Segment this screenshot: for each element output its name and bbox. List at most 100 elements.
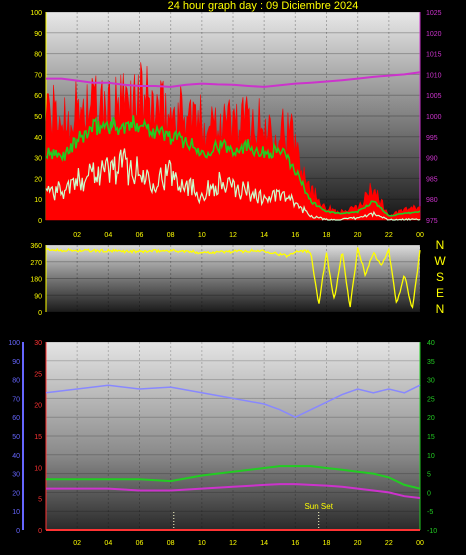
direction-tick: 270 [30, 260, 42, 267]
time-tick: 10 [198, 232, 206, 239]
temperature-tick: -10 [427, 528, 437, 535]
time-tick: 16 [291, 540, 299, 547]
wind-speed-tick: 10 [34, 197, 42, 204]
humidity-tick: 60 [12, 415, 20, 422]
time-axis: 02 04 06 08 10 12 14 16 18 20 22 00 [73, 540, 424, 547]
solar-tick: 10 [34, 465, 42, 472]
temperature-tick: 20 [427, 415, 435, 422]
direction-series [45, 247, 421, 310]
temperature-tick: 25 [427, 396, 435, 403]
temperature-axis: -10 -5 0 5 10 15 20 25 30 35 40 [419, 340, 437, 535]
time-tick: 10 [198, 540, 206, 547]
time-tick: 12 [229, 232, 237, 239]
climate-grid [46, 341, 421, 531]
time-tick: 02 [73, 540, 81, 547]
wind-speed-tick: 30 [34, 156, 42, 163]
pressure-tick: 995 [426, 135, 438, 142]
temperature-tick: 5 [427, 472, 431, 479]
temperature-tick: 0 [427, 490, 431, 497]
pressure-tick: 990 [426, 156, 438, 163]
time-tick: 16 [291, 232, 299, 239]
time-tick: 02 [73, 232, 81, 239]
compass-letter: N [436, 238, 445, 252]
time-tick: 06 [136, 232, 144, 239]
time-tick: 22 [385, 232, 393, 239]
humidity-tick: 70 [12, 396, 20, 403]
humidity-tick: 80 [12, 378, 20, 385]
solar-tick: 25 [34, 371, 42, 378]
pressure-tick: 1015 [426, 52, 442, 59]
direction-series [45, 247, 421, 310]
time-tick: 20 [354, 540, 362, 547]
time-tick: 18 [323, 540, 331, 547]
humidity-tick: 90 [12, 359, 20, 366]
time-tick: 00 [416, 232, 424, 239]
solar-tick: 15 [34, 434, 42, 441]
wind-speed-tick: 100 [30, 10, 42, 17]
wind-speed-tick: 60 [34, 93, 42, 100]
direction-axis: 0 90 180 270 360 [30, 243, 47, 317]
wind-speed-tick: 40 [34, 135, 42, 142]
solar-tick: 30 [34, 340, 42, 347]
pressure-tick: 1020 [426, 31, 442, 38]
pressure-tick: 1010 [426, 72, 442, 79]
humidity-axis: 0 10 20 30 40 50 60 70 80 90 100 [8, 340, 24, 535]
pressure-tick: 975 [426, 218, 438, 225]
humidity-series [45, 384, 421, 419]
temperature-tick: -5 [427, 509, 433, 516]
compass-letter: E [436, 286, 444, 300]
time-tick: 14 [260, 232, 268, 239]
direction-tick: 0 [38, 310, 42, 317]
wind-speed-tick: 20 [34, 176, 42, 183]
pressure-tick: 1025 [426, 10, 442, 17]
temperature-tick: 15 [427, 434, 435, 441]
gust-series [45, 62, 421, 221]
time-tick: 22 [385, 540, 393, 547]
time-tick: 14 [260, 540, 268, 547]
dewpoint-series [46, 483, 421, 499]
wind-speed-tick: 50 [34, 114, 42, 121]
time-tick: 08 [167, 232, 175, 239]
time-tick: 20 [354, 232, 362, 239]
solar-tick: 0 [38, 528, 42, 535]
solar-axis: 0 5 10 15 20 25 30 [34, 340, 47, 535]
wind-series [45, 62, 421, 221]
direction-grid [46, 244, 421, 313]
time-tick: 08 [167, 540, 175, 547]
time-tick: 06 [136, 540, 144, 547]
pressure-series [46, 71, 421, 88]
pressure-tick: 985 [426, 176, 438, 183]
compass-letter: S [436, 270, 444, 284]
time-tick: 18 [323, 232, 331, 239]
min-wind-series [45, 148, 421, 221]
wind-speed-tick: 80 [34, 52, 42, 59]
direction-tick: 360 [30, 243, 42, 250]
direction-tick: 90 [34, 293, 42, 300]
temperature-tick: 30 [427, 378, 435, 385]
humidity-tick: 30 [12, 472, 20, 479]
compass-letter: W [434, 254, 446, 268]
temperature-series [46, 465, 421, 490]
solar-tick: 5 [38, 497, 42, 504]
pressure-tick: 1000 [426, 114, 442, 121]
time-tick: 12 [229, 540, 237, 547]
direction-panel-background [46, 245, 420, 312]
solar-tick: 20 [34, 403, 42, 410]
humidity-tick: 100 [8, 340, 20, 347]
humidity-tick: 20 [12, 490, 20, 497]
humidity-tick: 0 [16, 528, 20, 535]
pressure-axis: 975 980 985 990 995 1000 1005 1010 1015 1020 1025 [419, 10, 442, 225]
temperature-tick: 40 [427, 340, 435, 347]
compass-letter: N [436, 302, 445, 316]
sunset-label: Sun Set [304, 502, 333, 511]
temperature-tick: 35 [427, 359, 435, 366]
wind-speed-tick: 70 [34, 72, 42, 79]
pressure-tick: 980 [426, 197, 438, 204]
time-tick: 00 [416, 540, 424, 547]
graph-title: 24 hour graph day : 09 Diciembre 2024 [168, 0, 359, 12]
humidity-tick: 10 [12, 509, 20, 516]
